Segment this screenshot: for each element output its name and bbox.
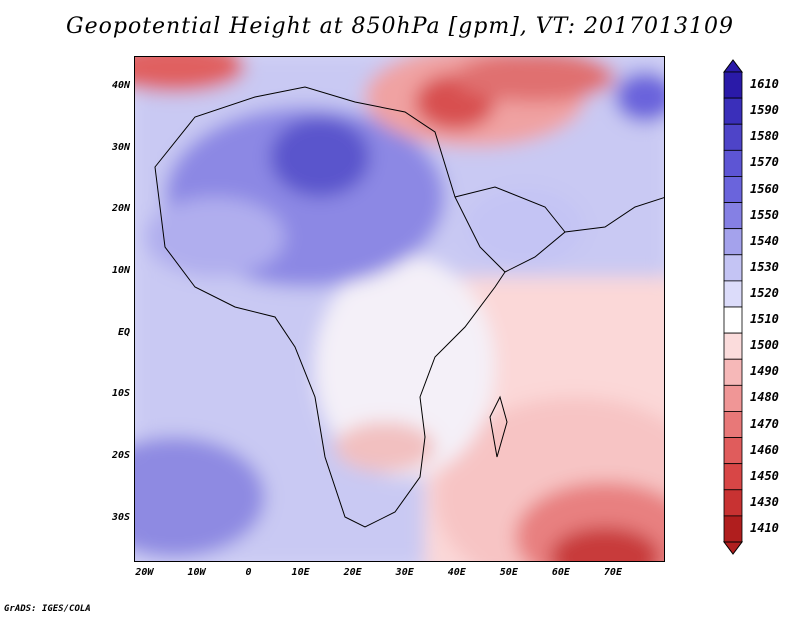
colorbar-label: 1540 xyxy=(750,233,779,248)
colorbar-cell xyxy=(723,228,743,256)
grads-credit: GrADS: IGES/COLA xyxy=(4,604,91,614)
colorbar-label: 1450 xyxy=(750,468,779,483)
colorbar-label: 1500 xyxy=(750,338,779,353)
colorbar-cell xyxy=(723,463,743,491)
x-tick-label: 70E xyxy=(603,567,622,578)
colorbar-label: 1610 xyxy=(750,77,779,92)
map-plot-area xyxy=(134,56,665,562)
map-field xyxy=(135,57,664,561)
colorbar-label: 1410 xyxy=(750,520,779,535)
colorbar-cell xyxy=(723,306,743,334)
x-tick-label: 20W xyxy=(135,567,154,578)
colorbar-cell xyxy=(723,411,743,438)
x-tick-label: 50E xyxy=(499,567,518,578)
colorbar-label: 1480 xyxy=(750,390,779,405)
asia-coastline xyxy=(564,197,664,233)
x-tick-label: 10E xyxy=(291,567,310,578)
colorbar-label: 1550 xyxy=(750,207,779,222)
chart-title: Geopotential Height at 850hPa [gpm], VT:… xyxy=(66,14,734,39)
colorbar-cell xyxy=(723,358,743,386)
africa-coastline xyxy=(154,86,506,528)
y-tick-label: 40N xyxy=(111,79,130,91)
colorbar-cell xyxy=(723,489,743,517)
colorbar-cell xyxy=(723,97,743,125)
colorbar-svg xyxy=(723,59,743,555)
colorbar-cell xyxy=(723,332,743,360)
colorbar-cell xyxy=(723,149,743,177)
madagascar-coastline xyxy=(489,395,508,458)
colorbar-label: 1580 xyxy=(750,129,779,144)
colorbar-label: 1530 xyxy=(750,259,779,274)
colorbar-cell xyxy=(723,515,743,543)
colorbar-cell xyxy=(723,123,743,151)
colorbar-cell xyxy=(723,437,743,465)
colorbar-cell xyxy=(723,176,743,203)
colorbar-top-arrow xyxy=(723,59,743,73)
colorbar-cell xyxy=(723,254,743,282)
colorbar-label: 1570 xyxy=(750,155,779,170)
y-tick-label: 20S xyxy=(111,450,130,462)
x-tick-label: 40E xyxy=(447,567,466,578)
colorbar-label: 1470 xyxy=(750,416,779,431)
colorbar-cell xyxy=(723,280,743,308)
y-tick-label: 20N xyxy=(111,203,130,215)
x-tick-label: 0 xyxy=(245,567,252,578)
x-tick-label: 10W xyxy=(187,567,206,578)
colorbar-label: 1460 xyxy=(750,442,779,457)
y-tick-label: 10S xyxy=(111,388,130,400)
colorbar-cell xyxy=(723,384,743,412)
y-tick-label: EQ xyxy=(117,326,130,338)
colorbar-label: 1490 xyxy=(750,364,779,379)
y-tick-label: 10N xyxy=(111,264,130,276)
colorbar-cell xyxy=(723,71,743,99)
y-tick-label: 30S xyxy=(111,511,130,523)
x-tick-label: 20E xyxy=(343,567,362,578)
colorbar-label: 1590 xyxy=(750,103,779,118)
y-tick-label: 30N xyxy=(111,141,130,153)
colorbar-bottom-arrow xyxy=(723,541,743,555)
colorbar-label: 1520 xyxy=(750,285,779,300)
x-tick-label: 30E xyxy=(395,567,414,578)
colorbar-label: 1510 xyxy=(750,312,779,327)
colorbar-cell xyxy=(723,202,743,230)
colorbar-label: 1560 xyxy=(750,181,779,196)
x-tick-label: 60E xyxy=(551,567,570,578)
arabia-coastline xyxy=(454,186,566,273)
colorbar-label: 1430 xyxy=(750,494,779,509)
